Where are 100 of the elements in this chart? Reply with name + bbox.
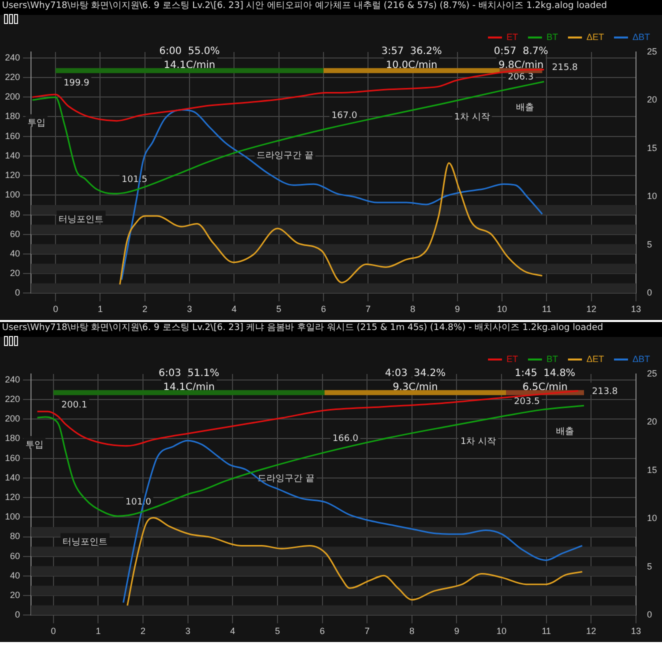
y-tick-label: 160 [4, 452, 20, 463]
annotation: 드라잉구간 끝 [258, 474, 315, 484]
y-tick-label: 180 [4, 433, 20, 444]
y-tick-label: 180 [4, 111, 20, 122]
line-series [119, 162, 543, 286]
y-tick-label: 80 [10, 531, 20, 542]
y2-tick-label: 0 [646, 288, 652, 298]
annotation: 6.5C/min [522, 382, 568, 394]
chart-title: Users\Why718\바탕 화면\이지원\6. 9 로스팅 Lv.2\[6. 23] 케냐 음봄바 후일라 워시드 (215 & 1m 45s) (14.8%) - 배치사이즈 1.2kg.alog loaded [1, 322, 604, 335]
x-tick-label: 2 [142, 304, 148, 314]
legend-label: ΔBT [632, 32, 650, 42]
annotation: 1차 시작 [454, 112, 490, 122]
annotation: 9.8C/min [498, 60, 544, 72]
x-tick-label: 3 [187, 304, 192, 314]
y2-tick-label: 10 [646, 191, 658, 202]
y2-tick-label: 20 [646, 94, 658, 105]
annotation: 14.1C/min [164, 60, 216, 72]
y2-tick-label: 5 [646, 239, 652, 250]
legend-label: ET [506, 32, 518, 42]
annotation: 0:57 8.7% [494, 46, 548, 58]
x-tick-label: 9 [454, 626, 460, 636]
annotation: 14.1C/min [163, 382, 215, 394]
y-tick-label: 80 [10, 209, 20, 220]
y-tick-label: 0 [15, 610, 20, 620]
annotation: 6:03 51.1% [158, 368, 220, 380]
annotation: 터닝포인트 [58, 215, 104, 226]
y2-tick-label: 20 [646, 416, 658, 427]
x-tick-label: 6 [320, 626, 325, 636]
legend-label: ΔBT [632, 354, 650, 364]
y2-tick-label: 15 [646, 142, 658, 153]
annotation: 199.9 [64, 78, 90, 89]
legend-label: ΔET [586, 354, 604, 364]
x-tick-label: 13 [630, 304, 641, 314]
x-tick-label: 0 [53, 304, 58, 314]
x-tick-label: 7 [366, 304, 371, 314]
annotation: 배출 [556, 426, 574, 437]
legend-label: ET [506, 354, 518, 364]
x-tick-label: 12 [586, 304, 596, 314]
y-tick-label: 20 [10, 590, 20, 600]
annotation: 215.8 [552, 62, 578, 73]
x-tick-label: 0 [50, 626, 56, 636]
annotation: 투입 [28, 118, 46, 129]
annotation: 드라잉구간 끝 [256, 150, 314, 161]
annotation: 166.0 [332, 434, 359, 444]
line-series [126, 517, 583, 606]
annotation: 10.0C/min [386, 60, 438, 72]
y2-tick-label: 0 [646, 610, 652, 620]
y-tick-label: 0 [15, 288, 20, 298]
annotation: 4:03 34.2% [384, 368, 446, 380]
y2-tick-label: 25 [646, 368, 658, 378]
x-tick-label: 9 [454, 304, 460, 314]
y-tick-label: 220 [4, 394, 20, 404]
annotation: 터닝포인트 [62, 538, 108, 548]
x-tick-label: 11 [542, 304, 552, 314]
x-tick-label: 8 [410, 304, 416, 314]
annotation: 203.5 [514, 397, 540, 408]
y-tick-label: 120 [4, 170, 20, 180]
y2-tick-label: 25 [646, 46, 658, 56]
y-tick-label: 120 [4, 492, 20, 502]
y-tick-label: 200 [4, 414, 20, 424]
y-tick-label: 240 [4, 374, 20, 384]
y-tick-label: 140 [4, 472, 20, 482]
x-tick-label: 5 [274, 626, 280, 636]
x-tick-label: 1 [96, 626, 101, 636]
chart-title: Users\Why718\바탕 화면\이지원\6. 9 로스팅 Lv.2\[6. 23] 시안 에티오피아 예가체프 내추럴 (216 & 57s) (8.7%) - 배치사이즈 1.2kg.alog loaded [1, 0, 608, 13]
y-tick-label: 20 [10, 268, 20, 278]
y-tick-label: 60 [10, 550, 20, 561]
y-tick-label: 100 [4, 190, 20, 200]
x-tick-label: 7 [364, 626, 370, 636]
x-tick-label: 13 [630, 626, 641, 636]
annotation: 206.3 [508, 72, 534, 82]
x-tick-label: 8 [409, 626, 414, 636]
x-tick-label: 10 [496, 626, 507, 636]
x-tick-label: 11 [542, 626, 552, 636]
y-tick-label: 220 [4, 72, 20, 82]
x-tick-label: 2 [140, 626, 146, 636]
y-tick-label: 200 [4, 92, 20, 102]
y-tick-label: 40 [10, 570, 20, 580]
x-tick-label: 12 [586, 626, 596, 636]
annotation: 1차 시작 [460, 437, 496, 448]
y-tick-label: 240 [4, 52, 20, 62]
legend-label: BT [546, 32, 558, 42]
legend-label: BT [546, 354, 558, 364]
y-tick-label: 40 [10, 248, 20, 258]
x-tick-label: 3 [185, 626, 190, 636]
y-tick-label: 160 [4, 130, 20, 141]
y2-tick-label: 10 [646, 513, 658, 524]
x-tick-label: 5 [276, 304, 282, 314]
x-tick-label: 4 [230, 626, 236, 636]
y-tick-label: 100 [4, 512, 20, 522]
y2-tick-label: 15 [646, 464, 658, 475]
annotation: 6:00 55.0% [159, 46, 220, 58]
y-tick-label: 140 [4, 150, 20, 160]
annotation: 9.3C/min [392, 382, 438, 394]
x-tick-label: 4 [232, 304, 237, 314]
legend-label: ΔET [586, 32, 604, 42]
x-tick-label: 1 [98, 304, 103, 314]
annotation: 투입 [25, 440, 44, 450]
annotation: 1:45 14.8% [514, 368, 576, 380]
annotation: 200.1 [61, 400, 88, 410]
